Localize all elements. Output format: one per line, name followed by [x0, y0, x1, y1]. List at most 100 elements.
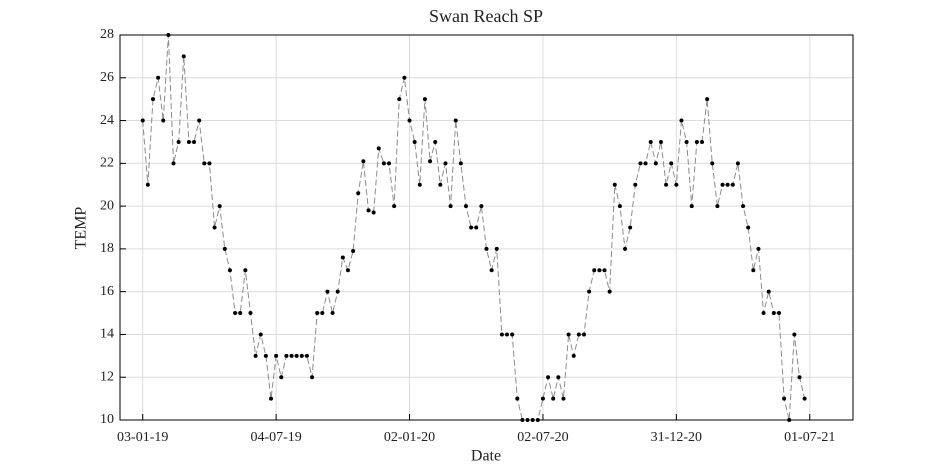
data-point	[233, 311, 238, 316]
data-point	[325, 289, 330, 294]
data-point	[694, 139, 699, 144]
data-point	[366, 208, 371, 213]
data-point	[402, 75, 407, 80]
data-point	[279, 375, 284, 380]
data-point	[227, 268, 232, 273]
data-point	[222, 246, 227, 251]
data-point	[176, 139, 181, 144]
data-point	[540, 396, 545, 401]
data-point	[448, 204, 453, 209]
data-point	[597, 268, 602, 273]
data-point	[371, 210, 376, 215]
data-point	[607, 289, 612, 294]
data-point	[387, 161, 392, 166]
data-point	[479, 204, 484, 209]
data-point	[361, 159, 366, 164]
y-tick-label: 16	[100, 284, 114, 299]
data-point	[320, 311, 325, 316]
data-point	[315, 311, 320, 316]
data-point	[289, 353, 294, 358]
data-point	[520, 418, 525, 422]
data-point	[453, 118, 458, 123]
data-point	[489, 268, 494, 273]
data-point	[433, 139, 438, 144]
data-point	[310, 375, 315, 380]
x-tick-label: 01-07-21	[784, 430, 835, 445]
data-point	[771, 311, 776, 316]
y-tick-label: 22	[100, 156, 114, 171]
data-point	[268, 396, 273, 401]
data-point	[238, 311, 243, 316]
data-point	[551, 396, 556, 401]
data-point	[438, 182, 443, 187]
data-point	[705, 97, 710, 102]
data-point	[658, 139, 663, 144]
data-point	[576, 332, 581, 337]
data-point	[458, 161, 463, 166]
data-point	[253, 353, 258, 358]
data-point	[381, 161, 386, 166]
y-tick-label: 12	[100, 369, 114, 384]
data-point	[735, 161, 740, 166]
data-point	[730, 182, 735, 187]
data-point	[212, 225, 217, 230]
data-point	[802, 396, 807, 401]
data-point	[499, 332, 504, 337]
data-point	[150, 97, 155, 102]
data-point	[741, 204, 746, 209]
data-point	[792, 332, 797, 337]
data-point	[581, 332, 586, 337]
data-point	[776, 311, 781, 316]
data-point	[700, 139, 705, 144]
data-point	[330, 311, 335, 316]
data-point	[186, 139, 191, 144]
data-point	[684, 139, 689, 144]
data-point	[407, 118, 412, 123]
data-point	[422, 97, 427, 102]
data-point	[715, 204, 720, 209]
series-line	[142, 34, 806, 421]
data-point	[294, 353, 299, 358]
y-tick-label: 28	[100, 27, 114, 42]
y-tick-label: 18	[100, 241, 114, 256]
y-tick-label: 20	[100, 198, 114, 213]
data-point	[525, 418, 530, 422]
data-point	[710, 161, 715, 166]
data-point	[510, 332, 515, 337]
y-tick-label: 10	[100, 412, 114, 427]
data-point	[766, 289, 771, 294]
data-point	[689, 204, 694, 209]
data-point	[751, 268, 756, 273]
data-point	[664, 182, 669, 187]
data-point	[171, 161, 176, 166]
data-point	[638, 161, 643, 166]
data-point	[192, 139, 197, 144]
data-point	[787, 418, 792, 422]
data-point	[340, 255, 345, 260]
data-point	[602, 268, 607, 273]
data-point	[530, 418, 535, 422]
data-point	[207, 161, 212, 166]
data-point	[258, 332, 263, 337]
data-point	[474, 225, 479, 230]
data-point	[628, 225, 633, 230]
data-point	[623, 246, 628, 251]
data-point	[592, 268, 597, 273]
data-point	[156, 75, 161, 80]
data-point	[356, 191, 361, 196]
y-tick-label: 14	[100, 327, 114, 342]
x-tick-label: 03-01-19	[117, 430, 168, 445]
data-point	[674, 182, 679, 187]
data-point	[263, 353, 268, 358]
y-axis-label: TEMP	[73, 207, 90, 250]
data-point	[243, 268, 248, 273]
data-point	[469, 225, 474, 230]
data-point	[566, 332, 571, 337]
data-point	[392, 204, 397, 209]
y-tick-label: 24	[100, 113, 114, 128]
data-point	[335, 289, 340, 294]
data-point	[248, 311, 253, 316]
data-point	[653, 161, 658, 166]
data-point	[515, 396, 520, 401]
